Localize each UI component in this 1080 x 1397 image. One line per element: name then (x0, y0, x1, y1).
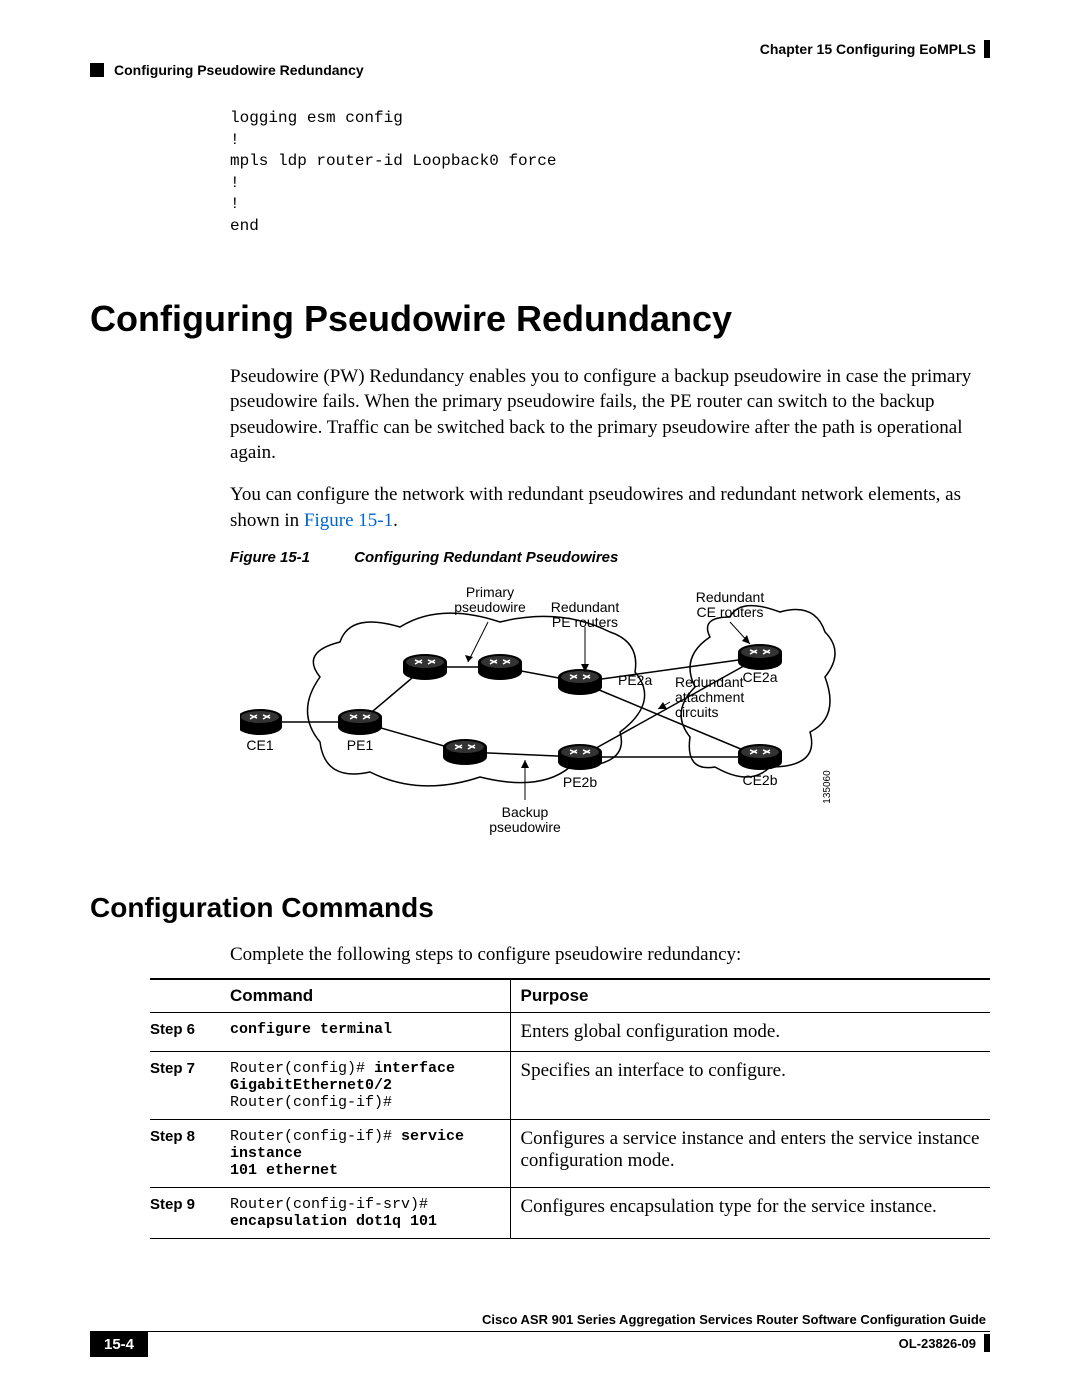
table-row: Step 7Router(config)# interface GigabitE… (150, 1052, 990, 1120)
purpose-cell: Enters global configuration mode. (510, 1013, 990, 1052)
footer-bar-icon (984, 1334, 990, 1352)
diagram-svg: Primarypseudowire RedundantPE routers Re… (240, 582, 840, 842)
step-cell: Step 7 (150, 1052, 220, 1120)
router-core-bottom (443, 739, 487, 765)
router-pe1 (338, 709, 382, 735)
command-cell: configure terminal (220, 1013, 510, 1052)
router-ce2a (738, 644, 782, 670)
header-bar-icon (984, 40, 990, 58)
step-cell: Step 9 (150, 1188, 220, 1239)
lbl-pe1: PE1 (347, 737, 374, 753)
command-cell: Router(config)# interface GigabitEtherne… (220, 1052, 510, 1120)
paragraph-1: Pseudowire (PW) Redundancy enables you t… (230, 364, 990, 467)
table-row: Step 8Router(config-if)# service instanc… (150, 1120, 990, 1188)
lbl-ce2b: CE2b (742, 772, 777, 788)
lbl-figure-refnum: 135060 (822, 770, 833, 804)
command-cell: Router(config-if)# service instance 101 … (220, 1120, 510, 1188)
page-title: Configuring Pseudowire Redundancy (90, 298, 990, 340)
doc-id-text: OL-23826-09 (899, 1336, 976, 1351)
lbl-redundant-ce: RedundantCE routers (696, 589, 765, 620)
step-cell: Step 6 (150, 1013, 220, 1052)
router-core-top1 (403, 654, 447, 680)
router-pe2a (558, 669, 602, 695)
section-heading: Configuration Commands (90, 892, 990, 924)
network-diagram: Primarypseudowire RedundantPE routers Re… (90, 582, 990, 842)
lbl-pe2a: PE2a (618, 672, 652, 688)
table-header-row: Command Purpose (150, 979, 990, 1013)
step-cell: Step 8 (150, 1120, 220, 1188)
lbl-backup-pw: Backuppseudowire (489, 804, 561, 835)
router-ce1 (240, 709, 282, 735)
lbl-primary-pw: Primarypseudowire (454, 584, 526, 615)
command-cell: Router(config-if-srv)# encapsulation dot… (220, 1188, 510, 1239)
paragraph-2: You can configure the network with redun… (230, 482, 990, 533)
router-ce2b (738, 744, 782, 770)
lbl-redundant-att: Redundantattachmentcircuits (675, 674, 744, 720)
purpose-cell: Configures a service instance and enters… (510, 1120, 990, 1188)
table-row: Step 6configure terminalEnters global co… (150, 1013, 990, 1052)
table-intro: Complete the following steps to configur… (230, 944, 990, 966)
router-core-top2 (478, 654, 522, 680)
lbl-ce1: CE1 (246, 737, 273, 753)
figure-title: Configuring Redundant Pseudowires (354, 549, 618, 566)
lbl-pe2b: PE2b (563, 774, 597, 790)
header-chapter: Chapter 15 Configuring EoMPLS (90, 40, 990, 58)
section-title: Configuring Pseudowire Redundancy (114, 62, 364, 78)
figure-caption: Figure 15-1 Configuring Redundant Pseudo… (230, 549, 990, 566)
table-row: Step 9Router(config-if-srv)# encapsulati… (150, 1188, 990, 1239)
header-section: Configuring Pseudowire Redundancy (90, 62, 990, 78)
router-pe2b (558, 744, 602, 770)
para2-tail: . (393, 510, 398, 531)
config-code-block: logging esm config ! mpls ldp router-id … (230, 108, 990, 238)
th-purpose: Purpose (510, 979, 990, 1013)
doc-id: OL-23826-09 (899, 1334, 990, 1352)
lbl-redundant-pe: RedundantPE routers (551, 599, 620, 630)
footer-doc-title: Cisco ASR 901 Series Aggregation Service… (90, 1312, 990, 1327)
command-table: Command Purpose Step 6configure terminal… (150, 978, 990, 1239)
th-empty (150, 979, 220, 1013)
section-bar-icon (90, 63, 104, 77)
page-number: 15-4 (90, 1332, 148, 1357)
th-command: Command (220, 979, 510, 1013)
lbl-ce2a: CE2a (742, 669, 777, 685)
purpose-cell: Configures encapsulation type for the se… (510, 1188, 990, 1239)
figure-link[interactable]: Figure 15-1 (304, 510, 393, 531)
chapter-label: Chapter 15 Configuring EoMPLS (760, 41, 976, 57)
page-footer: Cisco ASR 901 Series Aggregation Service… (90, 1312, 990, 1357)
purpose-cell: Specifies an interface to configure. (510, 1052, 990, 1120)
figure-label: Figure 15-1 (230, 549, 350, 566)
